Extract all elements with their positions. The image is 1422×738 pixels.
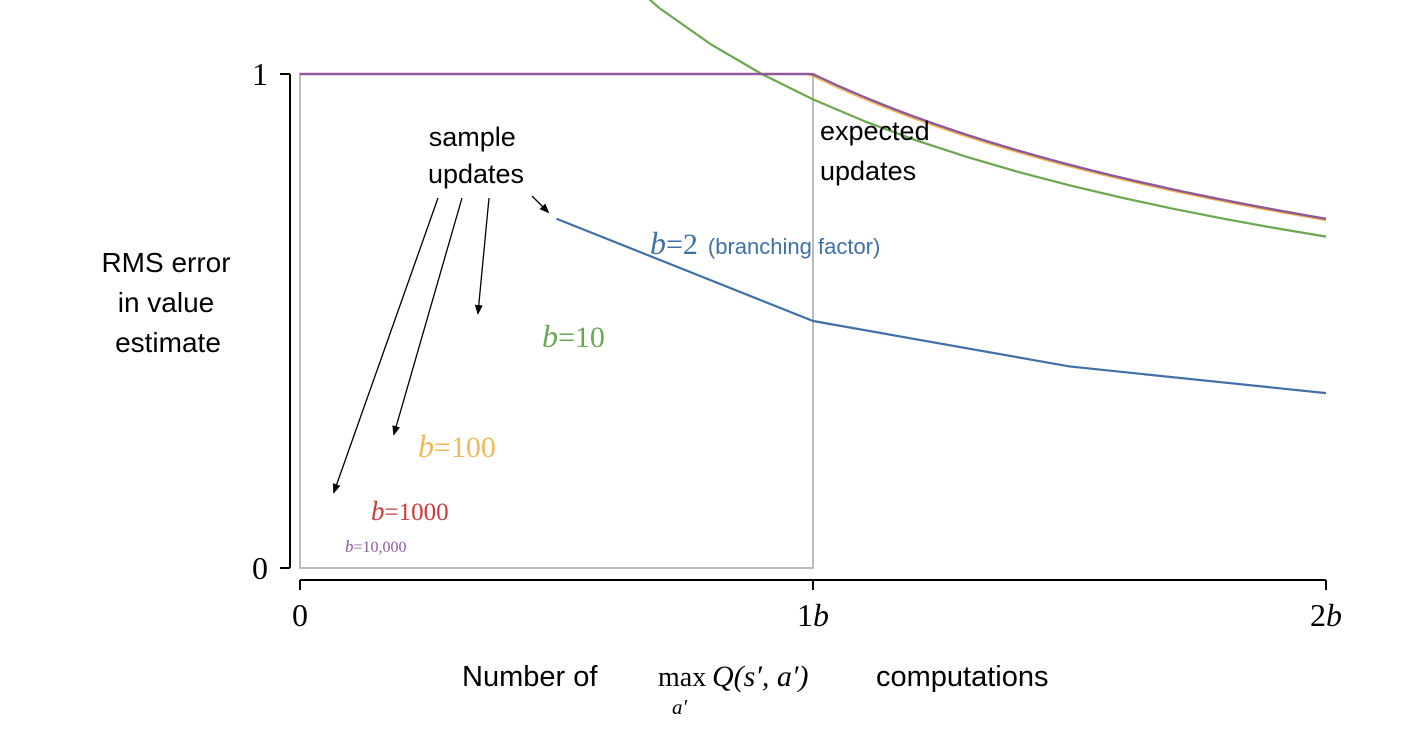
x-tick-label: 0: [292, 597, 308, 633]
series-label-b1000-var: b: [371, 496, 385, 526]
sample-updates-line-2: updates: [428, 159, 524, 189]
series-label-b10000-var: b: [345, 537, 354, 556]
arrow-to-b100: [392, 197, 463, 436]
x-axis-label: Number of max a′ Q(s′, a′) computations: [462, 660, 1049, 719]
series-label-b10: b=10: [542, 318, 605, 354]
x-axis-label-prefix: Number of: [462, 661, 598, 693]
series-label-b10-eq: =10: [558, 321, 605, 354]
expected-updates-line-2: updates: [820, 156, 916, 186]
series-label-b2-note: (branching factor): [708, 234, 880, 259]
y-tick-label: 1: [252, 56, 268, 92]
series-lines: [298, 0, 1327, 395]
series-label-b10-var: b: [542, 318, 558, 354]
series-label-b10000-eq: =10,000: [354, 539, 407, 556]
series-label-b100: b=100: [418, 428, 496, 464]
sample-updates-line-1: sample: [429, 122, 516, 152]
arrow-to-b1000: [332, 197, 439, 494]
sample-updates-label: sample updates: [428, 122, 524, 189]
arrow-to-b10: [474, 197, 490, 315]
expected-updates-line-1: expected: [820, 116, 930, 146]
series-label-b2-var: b: [650, 225, 666, 261]
y-axis-label-line-1: RMS error: [101, 247, 230, 278]
series-line-b10000: [298, 72, 1327, 220]
y-axis-label-line-3: estimate: [115, 327, 221, 358]
x-axis-label-max-subscript: a′: [672, 695, 688, 719]
x-axis-label-suffix: computations: [876, 661, 1049, 693]
ticks: 0 1 0 1b 2b: [252, 56, 1342, 633]
x-axis-label-max: max: [658, 662, 706, 693]
series-label-b1000: b=1000: [371, 496, 449, 526]
x-axis-label-expression: Q(s′, a′): [712, 660, 808, 693]
series-label-b10000: b=10,000: [345, 537, 407, 556]
series-line-b10: [648, 0, 1327, 238]
series-label-b1000-eq: =1000: [385, 499, 449, 526]
x-tick-label: 2b: [1310, 597, 1342, 633]
series-line-b2: [556, 217, 1327, 395]
series-label-b2-eq: =2: [666, 228, 698, 261]
series-label-b2: b=2 (branching factor): [650, 225, 880, 261]
y-tick-label: 0: [252, 550, 268, 586]
y-axis-label-line-2: in value: [118, 287, 215, 318]
series-label-b100-eq: =100: [434, 431, 496, 464]
arrow-to-b2: [531, 195, 550, 214]
series-label-b100-var: b: [418, 428, 434, 464]
expected-updates-label: expected updates: [820, 116, 937, 186]
series-labels: b=2 (branching factor) b=10 b=100 b=1000 …: [345, 225, 880, 556]
x-tick-label: 1b: [797, 597, 829, 633]
y-axis-label: RMS error in value estimate: [101, 247, 234, 358]
annotations: sample updates expected updates: [332, 116, 937, 494]
